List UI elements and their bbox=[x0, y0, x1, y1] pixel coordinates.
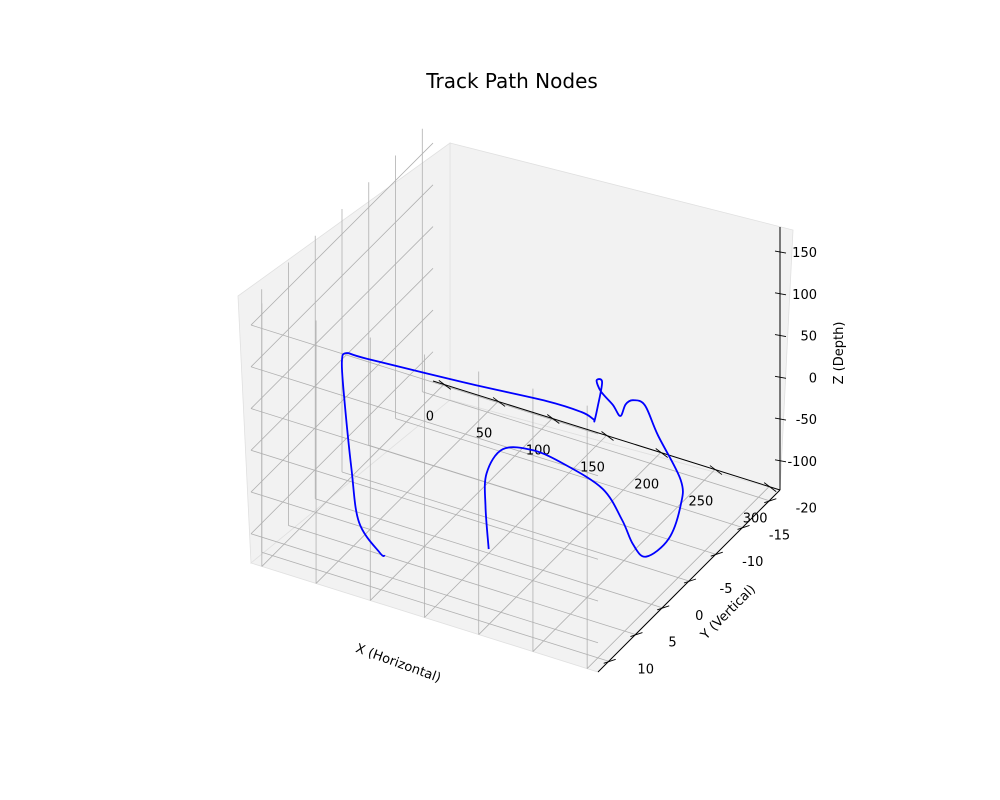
grid-lines bbox=[250, 128, 770, 669]
y-tick-label: -10 bbox=[742, 555, 763, 570]
x-axis-line bbox=[432, 380, 781, 491]
y-tick-mark bbox=[764, 498, 777, 504]
axes-3d: 050100150200250300-20-15-10-50510-100-50… bbox=[237, 128, 817, 677]
x-tick-label: 200 bbox=[634, 478, 659, 493]
y-tick-label: 10 bbox=[637, 662, 654, 677]
z-tick-label: -50 bbox=[796, 413, 817, 428]
chart-title: Track Path Nodes bbox=[425, 69, 598, 93]
y-gridline bbox=[341, 471, 690, 582]
z-tick-label: 150 bbox=[792, 246, 817, 261]
z-gridline bbox=[250, 184, 434, 368]
y-axis-line bbox=[597, 489, 781, 673]
y-tick-mark bbox=[710, 551, 723, 557]
y-gridline bbox=[422, 391, 770, 502]
z-gridline bbox=[250, 226, 434, 409]
z-gridline bbox=[250, 408, 599, 518]
y-tick-mark bbox=[683, 578, 697, 584]
x-tick-label: 50 bbox=[476, 426, 493, 441]
y-tick-mark bbox=[630, 632, 643, 637]
z-tick-label: -100 bbox=[787, 455, 817, 470]
y-tick-label: -15 bbox=[769, 528, 790, 543]
z-gridline bbox=[250, 324, 599, 435]
track-path-line bbox=[340, 352, 684, 558]
z-gridline bbox=[250, 142, 434, 326]
x-tick-label: 300 bbox=[743, 512, 768, 527]
x-tick-label: 150 bbox=[580, 461, 605, 476]
x-tick-label: 0 bbox=[426, 409, 434, 424]
z-tick-label: 0 bbox=[809, 371, 817, 386]
y-gridline bbox=[288, 525, 636, 635]
y-gridline bbox=[315, 498, 663, 609]
z-gridline bbox=[250, 449, 599, 560]
y-tick-mark bbox=[737, 525, 750, 530]
y-gridline bbox=[395, 418, 743, 528]
z-gridline bbox=[250, 309, 434, 493]
x-tick-label: 250 bbox=[689, 495, 714, 510]
y-tick-label: -5 bbox=[720, 582, 733, 597]
z-gridline bbox=[250, 351, 434, 535]
z-gridline bbox=[250, 366, 599, 477]
z-tick-label: 50 bbox=[800, 330, 817, 345]
y-tick-mark bbox=[603, 658, 616, 664]
y-tick-label: 0 bbox=[695, 609, 703, 624]
z-tick-label: 100 bbox=[792, 288, 817, 303]
y-tick-label: -20 bbox=[796, 502, 817, 517]
y-tick-label: 5 bbox=[668, 636, 676, 651]
y-gridline bbox=[261, 551, 609, 662]
x-axis-label: X (Horizontal) bbox=[354, 641, 443, 686]
y-tick-mark bbox=[657, 605, 670, 611]
tick-marks bbox=[432, 227, 787, 673]
z-gridline bbox=[250, 491, 599, 602]
series-layer bbox=[340, 352, 684, 558]
z-gridline bbox=[250, 533, 599, 644]
z-axis-label: Z (Depth) bbox=[832, 322, 847, 385]
